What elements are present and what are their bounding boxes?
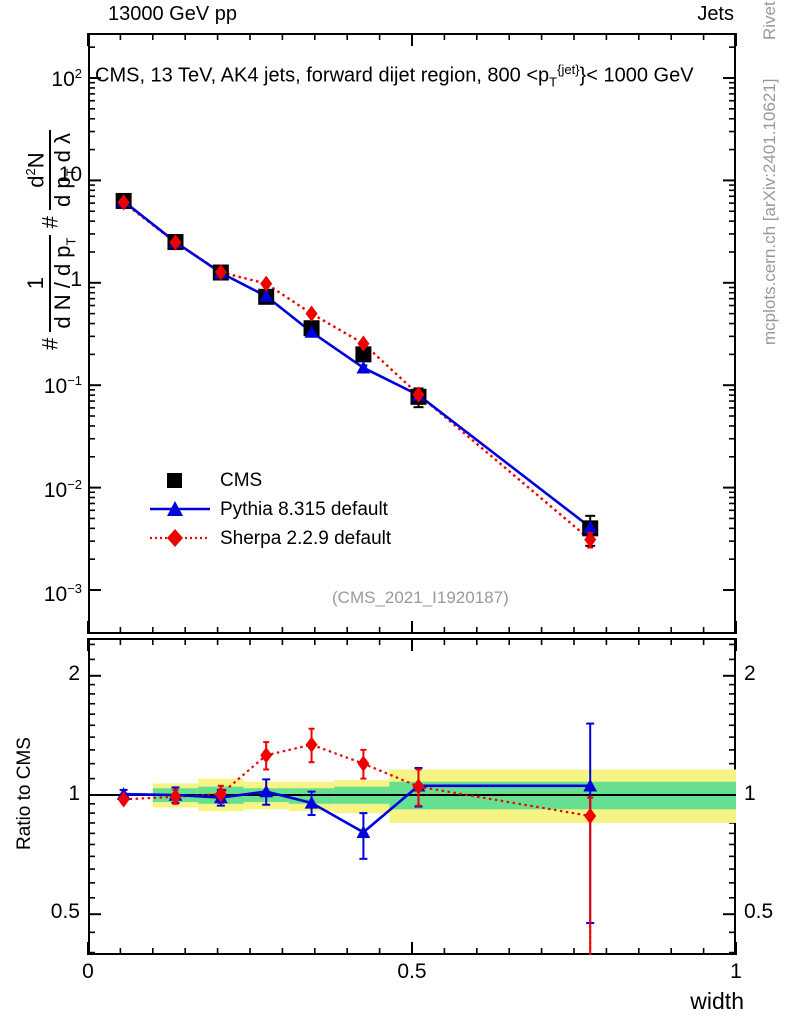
x-tick-label-05: 0.5 xyxy=(397,960,427,983)
sherpa-ratio-point xyxy=(357,755,370,772)
plot-title-tail: }< 1000 GeV xyxy=(579,64,694,87)
sherpa-data-point xyxy=(412,386,425,403)
ratio-y-tick-label-05-right: 0.5 xyxy=(744,900,774,923)
pythia-data-point xyxy=(356,360,371,374)
legend-marker-square xyxy=(150,468,212,492)
ratio-y-tick-label-2-right: 2 xyxy=(744,662,756,685)
plot-title: CMS, 13 TeV, AK4 jets, forward dijet reg… xyxy=(95,62,694,90)
y-tick-label-1em2: 10−2 xyxy=(43,477,82,502)
pythia-data-point xyxy=(583,520,598,533)
ratio-y-tick-label-1-left: 1 xyxy=(68,782,80,805)
sherpa-ratio-point xyxy=(260,747,273,764)
legend-label-pythia: Pythia 8.315 default xyxy=(220,499,388,520)
pythia-ratio-point xyxy=(259,784,274,798)
header-beam-label: 13000 GeV pp xyxy=(108,3,237,25)
sherpa-ratio-point xyxy=(169,788,182,805)
y-tick-label-1em1: 10−1 xyxy=(43,373,82,398)
sherpa-data-point xyxy=(260,275,273,292)
analysis-id-watermark: (CMS_2021_I1920187) xyxy=(332,588,509,607)
sherpa-data-point xyxy=(214,264,227,281)
sherpa-main-line xyxy=(122,201,591,541)
pythia-data-point xyxy=(304,325,319,338)
sherpa-ratio-point xyxy=(214,786,227,803)
x-axis-title: width xyxy=(690,988,744,1014)
pythia-ratio-point xyxy=(304,796,319,809)
pythia-ratio-line xyxy=(123,784,591,834)
sherpa-data-point xyxy=(584,531,597,548)
sherpa-data-point xyxy=(117,194,130,211)
plot-title-main: CMS, 13 TeV, AK4 jets, forward dijet reg… xyxy=(95,64,550,87)
y-tick-label-1: 1 xyxy=(70,268,82,291)
pythia-ratio-point xyxy=(583,778,598,792)
sherpa-ratio-point xyxy=(412,778,425,795)
y-tick-label-1em3: 10−3 xyxy=(43,581,82,606)
sherpa-data-point xyxy=(357,335,370,352)
x-tick-label-0: 0 xyxy=(82,960,94,983)
plot-title-sup: {jet} xyxy=(557,62,580,77)
plot-title-sub: T xyxy=(549,74,558,90)
legend-label-sherpa: Sherpa 2.2.9 default xyxy=(220,528,392,549)
sherpa-ratio-point xyxy=(117,791,130,808)
sherpa-data-point xyxy=(169,234,182,251)
pythia-ratio-point xyxy=(356,825,371,839)
main-plot-frame xyxy=(88,33,736,634)
legend-marker-diamond xyxy=(150,526,212,550)
y-tick-label-10: 10 xyxy=(58,163,82,186)
pythia-main-line xyxy=(122,200,591,529)
sherpa-data-point xyxy=(305,305,318,322)
x-tick-label-1: 1 xyxy=(730,960,742,983)
pythia-data-point xyxy=(259,289,274,302)
ratio-y-tick-label-05-left: 0.5 xyxy=(50,900,80,923)
ratio-y-tick-label-1-right: 1 xyxy=(744,782,756,805)
legend-label-cms: CMS xyxy=(220,470,263,491)
sherpa-ratio-point xyxy=(305,736,318,753)
sherpa-ratio-point xyxy=(584,807,597,825)
cms-data-point xyxy=(355,346,372,363)
y-tick-label-1e2: 102 xyxy=(51,66,82,91)
sherpa-ratio-line xyxy=(123,743,591,818)
legend-marker-triangle xyxy=(150,497,212,521)
header-category-label: Jets xyxy=(697,3,734,25)
ratio-y-tick-label-2-left: 2 xyxy=(68,662,80,685)
